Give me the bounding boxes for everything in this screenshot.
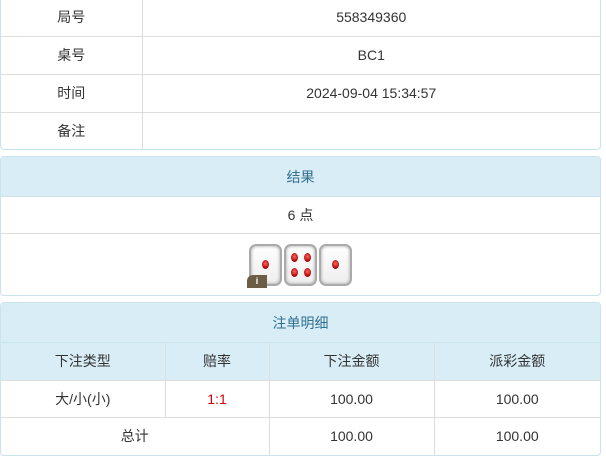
bets-title: 注单明细: [1, 303, 600, 343]
col-odds: 赔率: [164, 343, 270, 381]
info-row-time: 时间 2024-09-04 15:34:57: [1, 73, 600, 113]
result-title: 结果: [1, 157, 600, 197]
info-row-round: 局号 558349360: [1, 0, 600, 37]
label: 时间: [1, 73, 143, 113]
total-row: 总计 100.00 100.00: [1, 416, 600, 455]
result-panel: 结果 6 点 i: [0, 156, 601, 296]
info-row-remark: 备注: [1, 111, 600, 149]
value: [141, 111, 600, 149]
odds: 1:1: [164, 379, 270, 418]
col-bet-type: 下注类型: [1, 343, 166, 381]
table-row: 大/小(小) 1:1 100.00 100.00: [1, 379, 600, 418]
info-badge-icon[interactable]: i: [247, 275, 267, 288]
bets-table: 下注类型 赔率 下注金额 派彩金额 大/小(小) 1:1 100.00 100.…: [1, 343, 600, 455]
info-table: 局号 558349360 桌号 BC1 时间 2024-09-04 15:34:57 …: [1, 0, 600, 149]
dice-row: i: [1, 234, 600, 295]
bets-header-row: 下注类型 赔率 下注金额 派彩金额: [1, 343, 600, 381]
result-points: 6 点: [1, 197, 600, 234]
col-payout: 派彩金额: [433, 343, 600, 381]
die-1-icon: [319, 244, 352, 286]
label: 备注: [1, 111, 143, 149]
col-bet-amount: 下注金额: [268, 343, 435, 381]
label: 局号: [1, 0, 143, 37]
total-amount: 100.00: [268, 416, 435, 455]
value: 2024-09-04 15:34:57: [141, 73, 600, 113]
bet-type: 大/小(小): [1, 379, 166, 418]
die-4-icon: [284, 244, 317, 286]
info-row-table: 桌号 BC1: [1, 35, 600, 75]
total-payout: 100.00: [433, 416, 600, 455]
bet-amount: 100.00: [268, 379, 435, 418]
label: 桌号: [1, 35, 143, 75]
total-label: 总计: [1, 416, 270, 455]
value: 558349360: [141, 0, 600, 37]
info-panel: 局号 558349360 桌号 BC1 时间 2024-09-04 15:34:57 …: [0, 0, 601, 150]
bets-panel: 注单明细 下注类型 赔率 下注金额 派彩金额 大/小(小) 1:1 100.00…: [0, 302, 601, 456]
value: BC1: [141, 35, 600, 75]
payout: 100.00: [433, 379, 600, 418]
